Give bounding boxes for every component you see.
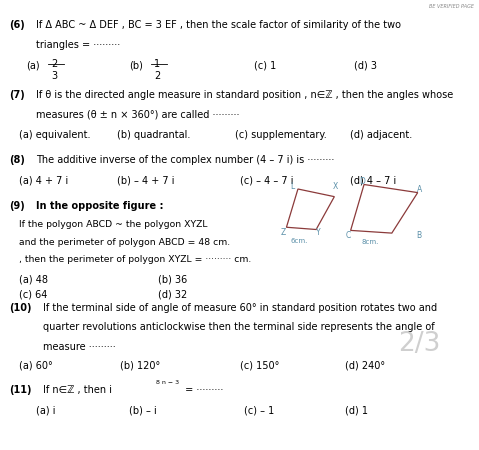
Text: (7): (7) <box>10 90 25 100</box>
Text: (b): (b) <box>129 61 143 71</box>
Text: X: X <box>333 182 338 191</box>
Text: (c) supplementary.: (c) supplementary. <box>235 130 327 140</box>
Text: 8cm.: 8cm. <box>362 239 379 245</box>
Text: (d) 32: (d) 32 <box>158 289 187 299</box>
Text: L: L <box>290 182 294 191</box>
Text: (c) – 4 – 7 i: (c) – 4 – 7 i <box>240 176 293 185</box>
Text: If the terminal side of angle of measure 60° in standard position rotates two an: If the terminal side of angle of measure… <box>43 303 437 313</box>
Text: In the opposite figure :: In the opposite figure : <box>36 201 163 211</box>
Text: 8 n − 3: 8 n − 3 <box>156 380 179 385</box>
Text: 3: 3 <box>51 71 57 81</box>
Text: (c) 150°: (c) 150° <box>240 360 279 370</box>
Text: 2: 2 <box>154 71 160 81</box>
Text: measure ·········: measure ········· <box>43 342 116 351</box>
Text: (c) 1: (c) 1 <box>254 61 276 71</box>
Text: (d) 4 – 7 i: (d) 4 – 7 i <box>350 176 396 185</box>
Text: D: D <box>360 177 365 186</box>
Text: measures (θ ± n × 360°) are called ·········: measures (θ ± n × 360°) are called ·····… <box>36 110 240 120</box>
Text: , then the perimeter of polygon XYZL = ········· cm.: , then the perimeter of polygon XYZL = ·… <box>19 255 251 264</box>
Text: (8): (8) <box>10 155 25 165</box>
Text: (d) 240°: (d) 240° <box>345 360 385 370</box>
Text: B: B <box>417 231 422 240</box>
Text: 1: 1 <box>154 59 160 69</box>
Text: 6cm.: 6cm. <box>291 238 308 243</box>
Text: (11): (11) <box>10 385 32 395</box>
Text: (c) 64: (c) 64 <box>19 289 47 299</box>
Text: Y: Y <box>316 228 321 237</box>
Text: and the perimeter of polygon ABCD = 48 cm.: and the perimeter of polygon ABCD = 48 c… <box>19 238 230 247</box>
Text: (a) 4 + 7 i: (a) 4 + 7 i <box>19 176 68 185</box>
Text: (b) quadrantal.: (b) quadrantal. <box>117 130 191 140</box>
Text: (a) 48: (a) 48 <box>19 274 48 284</box>
Text: (9): (9) <box>10 201 25 211</box>
Text: 2: 2 <box>51 59 57 69</box>
Text: (b) 120°: (b) 120° <box>120 360 160 370</box>
Text: C: C <box>346 231 351 240</box>
Text: If Δ ABC ~ Δ DEF , BC = 3 EF , then the scale factor of similarity of the two: If Δ ABC ~ Δ DEF , BC = 3 EF , then the … <box>36 20 401 30</box>
Text: (10): (10) <box>10 303 32 313</box>
Text: (c) – 1: (c) – 1 <box>244 405 274 415</box>
Text: (a) equivalent.: (a) equivalent. <box>19 130 91 140</box>
Text: A: A <box>417 184 422 194</box>
Text: (d) adjacent.: (d) adjacent. <box>350 130 412 140</box>
Text: (d) 3: (d) 3 <box>354 61 377 71</box>
Text: quarter revolutions anticlockwise then the terminal side represents the angle of: quarter revolutions anticlockwise then t… <box>43 322 435 332</box>
Text: (b) – i: (b) – i <box>129 405 157 415</box>
Text: (a): (a) <box>26 61 40 71</box>
Text: triangles = ·········: triangles = ········· <box>36 40 120 50</box>
Text: (6): (6) <box>10 20 25 30</box>
Text: If θ is the directed angle measure in standard position , n∈ℤ , then the angles : If θ is the directed angle measure in st… <box>36 90 453 100</box>
Text: (b) – 4 + 7 i: (b) – 4 + 7 i <box>117 176 175 185</box>
Text: (d) 1: (d) 1 <box>345 405 368 415</box>
Text: If the polygon ABCD ~ the polygon XYZL: If the polygon ABCD ~ the polygon XYZL <box>19 220 208 229</box>
Text: (a) 60°: (a) 60° <box>19 360 53 370</box>
Text: = ·········: = ········· <box>182 385 223 395</box>
Text: BE VERIFIED PAGE: BE VERIFIED PAGE <box>429 4 474 9</box>
Text: (a) i: (a) i <box>36 405 56 415</box>
Text: 2/3: 2/3 <box>398 331 440 357</box>
Text: Z: Z <box>281 228 286 237</box>
Text: The additive inverse of the complex number (4 – 7 i) is ·········: The additive inverse of the complex numb… <box>36 155 334 165</box>
Text: If n∈ℤ , then i: If n∈ℤ , then i <box>43 385 112 395</box>
Text: (b) 36: (b) 36 <box>158 274 187 284</box>
